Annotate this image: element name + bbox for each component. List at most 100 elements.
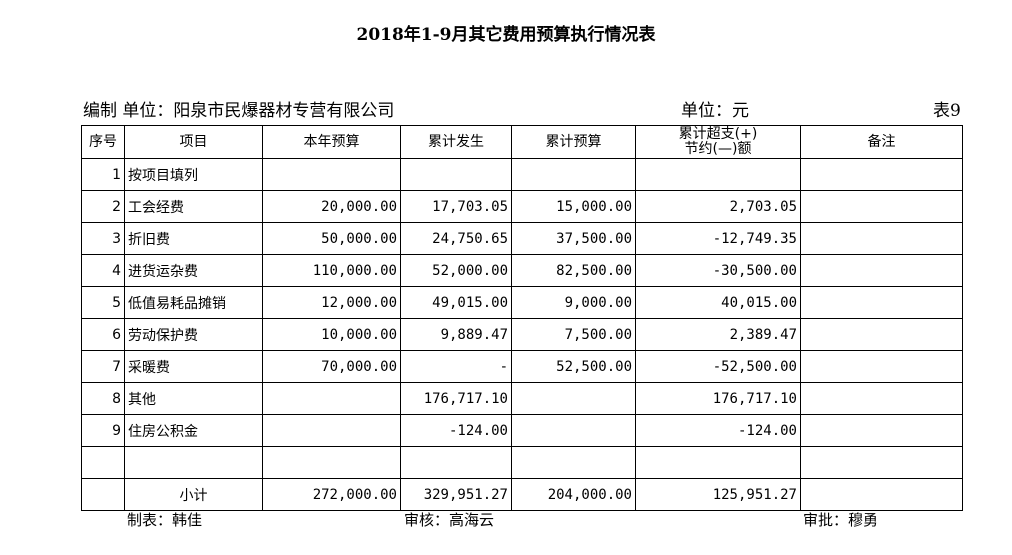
table-row: 1 按项目填列 bbox=[81, 158, 963, 191]
cell-cumulative-budget bbox=[511, 158, 636, 191]
cell-remarks bbox=[800, 222, 963, 255]
cell-over-saving: 2,703.05 bbox=[635, 190, 801, 223]
col-header-cumulative-budget: 累计预算 bbox=[511, 125, 636, 159]
cell-cumulative-budget: 52,500.00 bbox=[511, 350, 636, 383]
cell-remarks bbox=[800, 254, 963, 287]
cell-cumulative-budget: 7,500.00 bbox=[511, 318, 636, 351]
cell-item: 按项目填列 bbox=[124, 158, 263, 191]
cell-no: 8 bbox=[81, 382, 125, 415]
table-row: 7 采暖费 70,000.00 - 52,500.00 -52,500.00 bbox=[81, 350, 963, 383]
cell-over-saving: -124.00 bbox=[635, 414, 801, 447]
cell-over-saving: 176,717.10 bbox=[635, 382, 801, 415]
cell-remarks bbox=[800, 158, 963, 191]
cell-cumulative-budget: 82,500.00 bbox=[511, 254, 636, 287]
prepared-by: 制表：韩佳 bbox=[127, 511, 203, 529]
subtotal-remarks bbox=[800, 478, 963, 511]
cell-cumulative-actual bbox=[400, 158, 512, 191]
col-header-cumulative-actual: 累计发生 bbox=[400, 125, 512, 159]
cell-no: 4 bbox=[81, 254, 125, 287]
cell-item: 其他 bbox=[124, 382, 263, 415]
cell-over-saving: -52,500.00 bbox=[635, 350, 801, 383]
cell-cumulative-actual: 24,750.65 bbox=[400, 222, 512, 255]
cell-cumulative-budget bbox=[511, 446, 636, 479]
subtotal-over-saving: 125,951.27 bbox=[635, 478, 801, 511]
subtotal-annual-budget: 272,000.00 bbox=[262, 478, 401, 511]
subtotal-cumulative-actual: 329,951.27 bbox=[400, 478, 512, 511]
approved-by: 审批：穆勇 bbox=[803, 511, 879, 529]
report-title: 2018年1-9月其它费用预算执行情况表 bbox=[356, 25, 656, 45]
col-header-over-line2: 节约(—)额 bbox=[684, 141, 752, 157]
cell-cumulative-budget: 37,500.00 bbox=[511, 222, 636, 255]
cell-cumulative-actual: -124.00 bbox=[400, 414, 512, 447]
col-header-over-line1: 累计超支(+) bbox=[678, 126, 758, 142]
table-row: 8 其他 176,717.10 176,717.10 bbox=[81, 382, 963, 415]
cell-no: 5 bbox=[81, 286, 125, 319]
cell-no: 9 bbox=[81, 414, 125, 447]
cell-item: 工会经费 bbox=[124, 190, 263, 223]
cell-no bbox=[81, 446, 125, 479]
table-row bbox=[81, 446, 963, 479]
cell-annual-budget: 10,000.00 bbox=[262, 318, 401, 351]
cell-cumulative-actual bbox=[400, 446, 512, 479]
cell-over-saving bbox=[635, 158, 801, 191]
cell-no: 2 bbox=[81, 190, 125, 223]
cell-item bbox=[124, 446, 263, 479]
cell-remarks bbox=[800, 414, 963, 447]
cell-no: 3 bbox=[81, 222, 125, 255]
subtotal-label: 小计 bbox=[124, 478, 263, 511]
cell-annual-budget bbox=[262, 414, 401, 447]
col-header-remarks: 备注 bbox=[800, 125, 963, 159]
cell-item: 进货运杂费 bbox=[124, 254, 263, 287]
table-body: 1 按项目填列 2 工会经费 20,000.00 17,703.05 15,00… bbox=[81, 158, 963, 511]
reviewed-by: 审核：高海云 bbox=[404, 511, 495, 529]
cell-cumulative-actual: 52,000.00 bbox=[400, 254, 512, 287]
cell-annual-budget: 50,000.00 bbox=[262, 222, 401, 255]
cell-cumulative-actual: 17,703.05 bbox=[400, 190, 512, 223]
cell-annual-budget: 20,000.00 bbox=[262, 190, 401, 223]
cell-remarks bbox=[800, 318, 963, 351]
cell-cumulative-actual: 9,889.47 bbox=[400, 318, 512, 351]
cell-annual-budget: 12,000.00 bbox=[262, 286, 401, 319]
col-header-item: 项目 bbox=[124, 125, 263, 159]
subtotal-cumulative-budget: 204,000.00 bbox=[511, 478, 636, 511]
cell-cumulative-actual: 176,717.10 bbox=[400, 382, 512, 415]
table-row: 5 低值易耗品摊销 12,000.00 49,015.00 9,000.00 4… bbox=[81, 286, 963, 319]
table-row: 6 劳动保护费 10,000.00 9,889.47 7,500.00 2,38… bbox=[81, 318, 963, 351]
cell-remarks bbox=[800, 446, 963, 479]
cell-no bbox=[81, 478, 125, 511]
cell-no: 7 bbox=[81, 350, 125, 383]
cell-item: 住房公积金 bbox=[124, 414, 263, 447]
cell-remarks bbox=[800, 382, 963, 415]
cell-item: 采暖费 bbox=[124, 350, 263, 383]
cell-annual-budget bbox=[262, 158, 401, 191]
cell-over-saving: 2,389.47 bbox=[635, 318, 801, 351]
cell-no: 6 bbox=[81, 318, 125, 351]
col-header-no: 序号 bbox=[81, 125, 125, 159]
unit-label: 单位：元 bbox=[681, 101, 749, 121]
org-label: 编制 单位：阳泉市民爆器材专营有限公司 bbox=[83, 101, 395, 121]
col-header-annual-budget: 本年预算 bbox=[262, 125, 401, 159]
cell-over-saving: 40,015.00 bbox=[635, 286, 801, 319]
cell-over-saving: -12,749.35 bbox=[635, 222, 801, 255]
cell-remarks bbox=[800, 350, 963, 383]
table-number: 表9 bbox=[933, 101, 961, 121]
cell-cumulative-budget: 15,000.00 bbox=[511, 190, 636, 223]
cell-annual-budget: 70,000.00 bbox=[262, 350, 401, 383]
cell-annual-budget: 110,000.00 bbox=[262, 254, 401, 287]
cell-item: 折旧费 bbox=[124, 222, 263, 255]
table-row: 3 折旧费 50,000.00 24,750.65 37,500.00 -12,… bbox=[81, 222, 963, 255]
cell-no: 1 bbox=[81, 158, 125, 191]
cell-remarks bbox=[800, 286, 963, 319]
cell-cumulative-budget bbox=[511, 382, 636, 415]
cell-cumulative-budget bbox=[511, 414, 636, 447]
cell-remarks bbox=[800, 190, 963, 223]
cell-cumulative-budget: 9,000.00 bbox=[511, 286, 636, 319]
cell-item: 低值易耗品摊销 bbox=[124, 286, 263, 319]
table-header-row: 序号 项目 本年预算 累计发生 累计预算 累计超支(+) 节约(—)额 备注 bbox=[81, 125, 963, 159]
cell-annual-budget bbox=[262, 446, 401, 479]
table-row: 9 住房公积金 -124.00 -124.00 bbox=[81, 414, 963, 447]
cell-over-saving bbox=[635, 446, 801, 479]
table-row: 2 工会经费 20,000.00 17,703.05 15,000.00 2,7… bbox=[81, 190, 963, 223]
cell-annual-budget bbox=[262, 382, 401, 415]
subtotal-row: 小计 272,000.00 329,951.27 204,000.00 125,… bbox=[81, 478, 963, 511]
